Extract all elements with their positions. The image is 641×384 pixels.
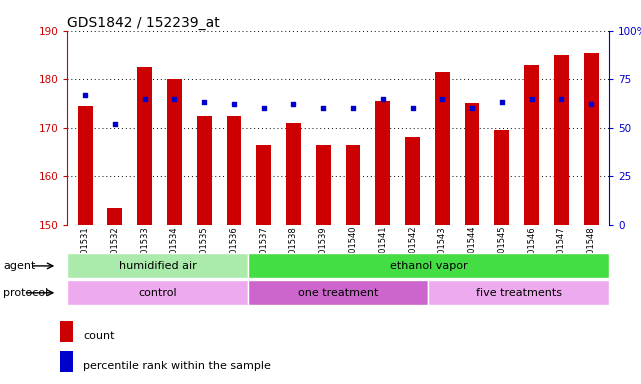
Bar (60, 321, 72, 342)
Point (140, 96, 150, 102)
Bar (316, 145, 331, 225)
Point (288, 101, 299, 108)
Point (318, 105, 328, 111)
Text: protocol: protocol (3, 288, 49, 298)
Bar (524, 65, 539, 225)
Bar (60, 351, 72, 372)
Text: GSM101535: GSM101535 (200, 226, 209, 276)
Bar (248, 253, 609, 278)
Point (408, 105, 418, 111)
Text: GSM101542: GSM101542 (408, 226, 417, 276)
Bar (494, 130, 509, 225)
Text: GSM101544: GSM101544 (467, 226, 476, 276)
Bar (67, 253, 248, 278)
Bar (108, 208, 122, 225)
Text: GSM101546: GSM101546 (527, 226, 536, 276)
Bar (78, 106, 92, 225)
Point (80, 92, 90, 98)
Point (229, 101, 239, 108)
Point (110, 121, 120, 127)
Text: percentile rank within the sample: percentile rank within the sample (83, 361, 271, 371)
Text: GSM101547: GSM101547 (557, 226, 566, 276)
Point (586, 101, 596, 108)
Bar (256, 145, 271, 225)
Bar (167, 79, 182, 225)
Text: GDS1842 / 152239_at: GDS1842 / 152239_at (67, 16, 220, 30)
Text: GSM101533: GSM101533 (140, 226, 149, 277)
Point (556, 96, 567, 102)
Bar (137, 67, 152, 225)
Bar (345, 145, 360, 225)
Bar (584, 53, 599, 225)
Bar (197, 116, 212, 225)
Text: GSM101538: GSM101538 (289, 226, 298, 277)
Text: GSM101545: GSM101545 (497, 226, 506, 276)
Bar (428, 280, 609, 305)
Text: GSM101537: GSM101537 (259, 226, 268, 277)
Text: humidified air: humidified air (119, 261, 196, 271)
Point (199, 99, 210, 106)
Bar (435, 72, 450, 225)
Bar (405, 137, 420, 225)
Point (526, 96, 537, 102)
Text: GSM101531: GSM101531 (81, 226, 90, 276)
Point (378, 96, 388, 102)
Bar (554, 55, 569, 225)
Text: count: count (83, 331, 115, 341)
Bar (67, 280, 248, 305)
Point (258, 105, 269, 111)
Text: five treatments: five treatments (476, 288, 562, 298)
Point (169, 96, 179, 102)
Bar (226, 116, 242, 225)
Text: GSM101534: GSM101534 (170, 226, 179, 276)
Text: control: control (138, 288, 177, 298)
Bar (376, 101, 390, 225)
Bar (286, 123, 301, 225)
Text: GSM101548: GSM101548 (587, 226, 595, 276)
Text: GSM101540: GSM101540 (349, 226, 358, 276)
Text: ethanol vapor: ethanol vapor (390, 261, 467, 271)
Text: GSM101543: GSM101543 (438, 226, 447, 276)
Text: one treatment: one treatment (298, 288, 378, 298)
Point (467, 105, 477, 111)
Text: agent: agent (3, 261, 36, 271)
Text: GSM101532: GSM101532 (110, 226, 119, 276)
Point (437, 96, 447, 102)
Bar (248, 280, 428, 305)
Bar (465, 103, 479, 225)
Point (348, 105, 358, 111)
Text: GSM101541: GSM101541 (378, 226, 387, 276)
Text: GSM101536: GSM101536 (229, 226, 238, 277)
Text: GSM101539: GSM101539 (319, 226, 328, 276)
Point (497, 99, 507, 106)
